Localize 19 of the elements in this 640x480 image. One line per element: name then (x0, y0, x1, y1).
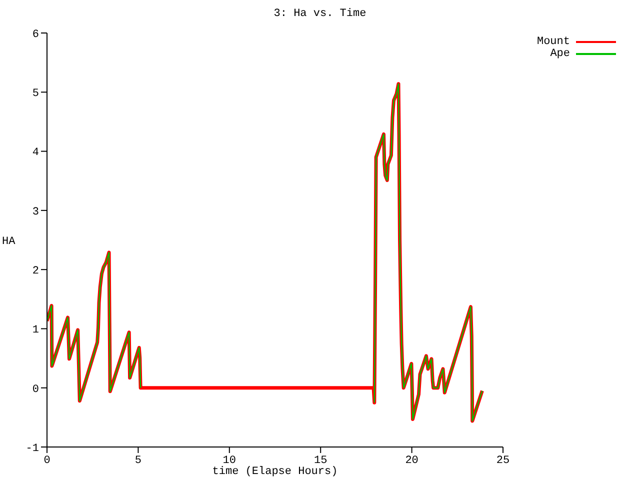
x-tick-label: 10 (222, 454, 236, 467)
y-tick-label: 1 (32, 324, 40, 337)
x-axis-title: time (Elapse Hours) (212, 466, 338, 478)
y-tick-label: 5 (32, 88, 39, 100)
y-axis-title: HA (2, 236, 16, 248)
y-tick-label: 2 (32, 265, 39, 278)
legend-label: Mount (536, 36, 570, 48)
x-tick-label: 15 (314, 454, 328, 467)
y-tick-label: 6 (32, 28, 39, 41)
y-tick-label: 3 (32, 206, 39, 218)
x-tick-label: 0 (44, 454, 50, 467)
x-tick-label: 25 (496, 454, 510, 467)
chart-title: 3: Ha vs. Time (272, 8, 368, 20)
y-tick-label: 4 (32, 147, 40, 160)
x-tick-label: 20 (405, 454, 418, 467)
x-tick-label: 5 (134, 454, 142, 467)
y-tick-label: 0 (32, 384, 39, 396)
y-tick-label: -1 (26, 442, 40, 455)
legend-label: Ape (550, 48, 570, 60)
